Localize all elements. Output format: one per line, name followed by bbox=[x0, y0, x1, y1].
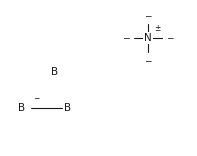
Text: −: − bbox=[123, 34, 130, 42]
Text: ±: ± bbox=[154, 24, 160, 33]
Text: −: − bbox=[144, 11, 152, 20]
Text: N: N bbox=[144, 33, 152, 43]
Text: −: − bbox=[33, 94, 39, 103]
Text: B: B bbox=[64, 103, 72, 113]
Text: B: B bbox=[51, 67, 59, 77]
Text: −: − bbox=[144, 56, 152, 65]
Text: B: B bbox=[19, 103, 26, 113]
Text: −: − bbox=[166, 34, 174, 42]
